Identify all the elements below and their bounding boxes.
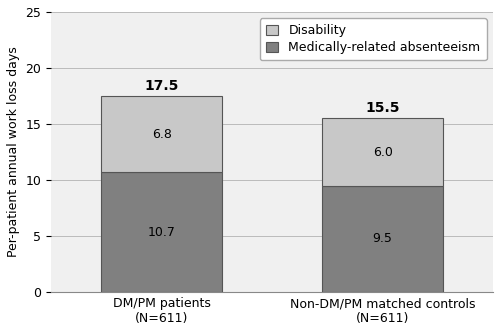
- Legend: Disability, Medically-related absenteeism: Disability, Medically-related absenteeis…: [260, 18, 487, 60]
- Y-axis label: Per-patient annual work loss days: Per-patient annual work loss days: [7, 47, 20, 257]
- Text: 6.0: 6.0: [372, 145, 392, 159]
- Text: 10.7: 10.7: [148, 226, 176, 239]
- Text: 6.8: 6.8: [152, 127, 172, 141]
- Text: 9.5: 9.5: [372, 232, 392, 245]
- Text: 15.5: 15.5: [366, 101, 400, 115]
- Bar: [101, 96, 222, 172]
- Bar: [322, 186, 444, 292]
- Bar: [322, 119, 444, 186]
- Bar: [101, 172, 222, 292]
- Text: 17.5: 17.5: [144, 79, 179, 93]
